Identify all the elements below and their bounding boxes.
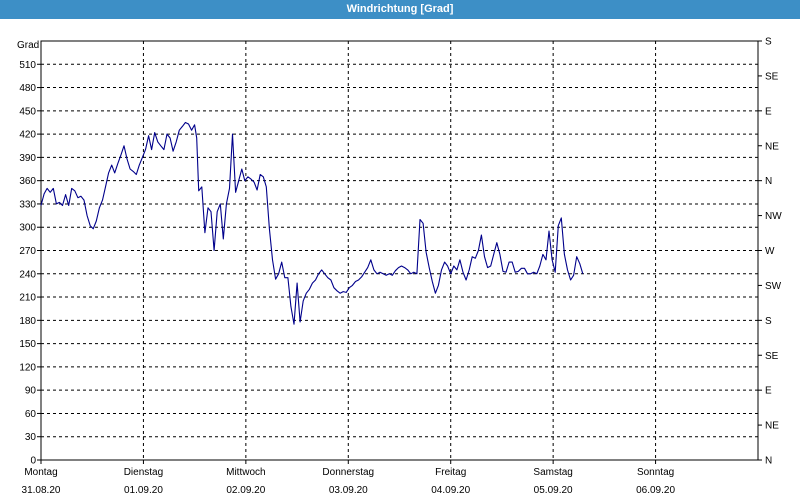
y-axis-tick-labels: 0 30 60 90 120 150 180 210 240 270 300 330 360 390 420… (19, 60, 36, 467)
y-tick-label: 330 (19, 199, 36, 210)
x-axis-tick-labels: Montag 31.08.20 Dienstag 01.09.20 Mittwoch 02… (22, 467, 676, 496)
x-tick-day-label: Donnerstag (322, 467, 374, 478)
y-tick-label: 360 (19, 176, 36, 187)
y-tick-label: 390 (19, 153, 36, 164)
compass-tick-label: E (765, 106, 772, 117)
series-layer (40, 121, 584, 325)
x-tick-day-label: Sonntag (637, 467, 674, 478)
chart-title-bar: Windrichtung [Grad] (0, 0, 800, 19)
x-tick-date-label: 02.09.20 (226, 485, 265, 496)
x-tick-date-label: 06.09.20 (636, 485, 675, 496)
compass-tick-label: E (765, 386, 772, 397)
x-tick-day-label: Montag (24, 467, 57, 478)
y-tick-label: 510 (19, 60, 36, 71)
y-tick-label: 60 (25, 409, 37, 420)
x-tick-day-label: Freitag (435, 467, 466, 478)
x-tick-date-label: 05.09.20 (534, 485, 573, 496)
y-tick-label: 240 (19, 269, 36, 280)
y-tick-label: 150 (19, 339, 36, 350)
x-tick-date-label: 01.09.20 (124, 485, 163, 496)
x-tick-date-label: 04.09.20 (431, 485, 470, 496)
y-tick-label: 450 (19, 106, 36, 117)
compass-tick-label: S (765, 37, 772, 48)
y-tick-label: 120 (19, 362, 36, 373)
compass-tick-label: NE (765, 141, 779, 152)
compass-tick-label: SW (765, 281, 782, 292)
y-tick-label: 90 (25, 386, 37, 397)
y-tick-label: 0 (30, 456, 36, 467)
x-tick-day-label: Samstag (533, 467, 572, 478)
compass-tick-label: S (765, 316, 772, 327)
compass-tick-label: NW (765, 211, 782, 222)
chart-title: Windrichtung [Grad] (346, 3, 454, 15)
y-tick-label: 420 (19, 130, 36, 141)
compass-axis-tick-labels: N NE E SE S SW W NW N NE E SE S (765, 37, 782, 467)
x-tick-day-label: Dienstag (124, 467, 163, 478)
compass-tick-label: SE (765, 351, 779, 362)
y-tick-label: 480 (19, 83, 36, 94)
x-tick-date-label: 03.09.20 (329, 485, 368, 496)
wind-direction-chart: 0 30 60 90 120 150 180 210 240 270 300 330 360 390 420… (17, 37, 782, 497)
compass-tick-label: N (765, 176, 772, 187)
grid-lines (37, 40, 762, 464)
y-tick-label: 270 (19, 246, 36, 257)
series-line-windrichtung (40, 121, 584, 325)
y-tick-label: 180 (19, 316, 36, 327)
plot-area-frame (40, 40, 759, 461)
y-tick-label: 300 (19, 223, 36, 234)
compass-tick-label: NE (765, 421, 779, 432)
x-tick-day-label: Mittwoch (226, 467, 265, 478)
y-tick-label: 210 (19, 293, 36, 304)
compass-tick-label: SE (765, 71, 779, 82)
y-axis-label: Grad (17, 40, 39, 51)
y-tick-label: 30 (25, 432, 37, 443)
x-tick-date-label: 31.08.20 (22, 485, 61, 496)
compass-tick-label: W (765, 246, 775, 257)
compass-tick-label: N (765, 456, 772, 467)
